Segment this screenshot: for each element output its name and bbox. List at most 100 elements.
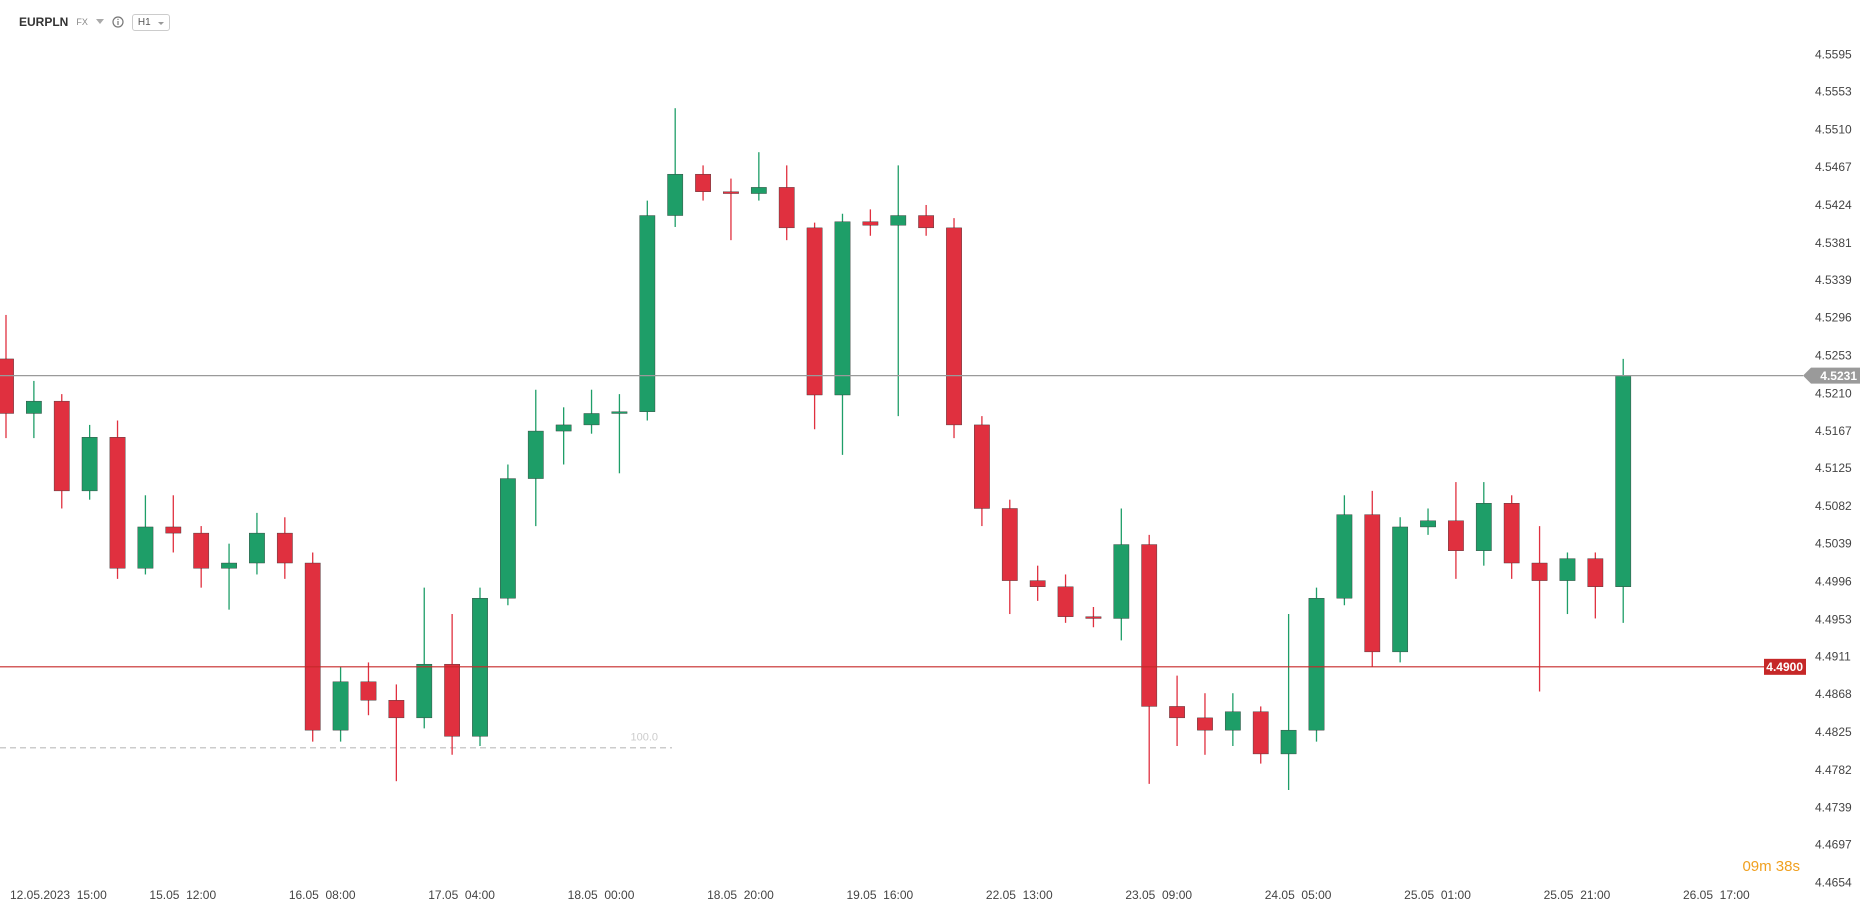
y-tick-label: 4.4825 — [1815, 725, 1852, 739]
y-tick-label: 4.5039 — [1815, 537, 1852, 551]
candle-body — [1615, 375, 1632, 587]
candle-body — [1280, 729, 1297, 755]
x-tick-label: 25.05 01:00 — [1404, 888, 1471, 902]
x-tick-label: 24.05 05:00 — [1265, 888, 1332, 902]
level-label: 100.0 — [630, 732, 658, 744]
candle-body — [611, 411, 628, 414]
candle-body — [249, 532, 265, 564]
candle-body — [1392, 526, 1409, 653]
x-tick-label: 15.05 12:00 — [149, 888, 216, 902]
price-tag-label: 4.5231 — [1820, 369, 1857, 383]
y-tick-label: 4.5424 — [1815, 198, 1852, 212]
candle-body — [1141, 544, 1158, 707]
candle-body — [1503, 503, 1520, 564]
candle-body — [304, 562, 321, 731]
candle-body — [918, 215, 935, 229]
candle-body — [695, 173, 711, 192]
x-tick-label: 18.05 20:00 — [707, 888, 774, 902]
y-tick-label: 4.4868 — [1815, 687, 1852, 701]
y-tick-label: 4.5339 — [1815, 273, 1852, 287]
candle-body — [1169, 706, 1185, 719]
candle-body — [137, 526, 154, 569]
candle-body — [1029, 580, 1046, 587]
candle-body — [1001, 508, 1018, 581]
y-tick-label: 4.5167 — [1815, 424, 1852, 438]
candle-body — [81, 437, 98, 492]
candle-body — [750, 187, 767, 194]
price-tag — [1803, 367, 1860, 384]
candle-body — [0, 358, 14, 414]
candle-body — [1587, 558, 1604, 587]
candle-body — [360, 681, 377, 701]
candle-body — [723, 191, 739, 194]
candle-body — [1531, 562, 1548, 581]
y-tick-label: 4.4697 — [1815, 838, 1852, 852]
candle-body — [276, 532, 293, 564]
candle-body — [1197, 717, 1213, 731]
candle-body — [53, 400, 70, 492]
timeframe-select[interactable]: H1 — [131, 13, 170, 31]
candle-body — [1420, 520, 1436, 528]
candle-body — [1308, 598, 1325, 731]
candle-body — [1364, 514, 1381, 653]
candle-body — [806, 227, 823, 396]
y-tick-label: 4.5553 — [1815, 85, 1852, 99]
candle-body — [862, 221, 879, 226]
candle-body — [639, 215, 656, 412]
candle-body — [890, 215, 907, 226]
y-tick-label: 4.4654 — [1815, 875, 1852, 889]
candle-body — [974, 424, 990, 509]
x-tick-label: 23.05 09:00 — [1125, 888, 1192, 902]
y-tick-label: 4.4911 — [1815, 649, 1851, 663]
candle-body — [527, 430, 544, 479]
y-tick-label: 4.5296 — [1815, 311, 1852, 325]
candle-body — [221, 562, 237, 569]
symbol[interactable]: EURPLN — [19, 15, 69, 29]
candle-body — [388, 700, 405, 719]
y-tick-label: 4.4782 — [1815, 763, 1852, 777]
header: EURPLN FX H1 — [19, 12, 170, 32]
candle-body — [1224, 711, 1241, 731]
y-tick-label: 4.5595 — [1815, 48, 1852, 62]
x-tick-label: 16.05 08:00 — [289, 888, 356, 902]
candle-body — [1057, 586, 1074, 617]
y-tick-label: 4.5082 — [1815, 499, 1852, 513]
y-tick-label: 4.5210 — [1815, 386, 1852, 400]
x-tick-label: 19.05 16:00 — [846, 888, 913, 902]
candle-body — [583, 413, 600, 426]
y-tick-label: 4.5381 — [1815, 236, 1852, 250]
candle-body — [444, 663, 460, 737]
candle-body — [1475, 503, 1492, 551]
candle-body — [193, 532, 210, 569]
y-tick-label: 4.4953 — [1815, 612, 1852, 626]
y-tick-label: 4.5510 — [1815, 122, 1852, 136]
candle-body — [667, 173, 684, 216]
x-tick-label: 22.05 13:00 — [986, 888, 1053, 902]
dropdown-arrow[interactable] — [95, 19, 104, 25]
y-tick-label: 4.5253 — [1815, 348, 1852, 362]
info-icon[interactable] — [112, 16, 124, 28]
candle-body — [1336, 514, 1353, 599]
candle-body — [109, 437, 126, 569]
candle-body — [834, 221, 851, 396]
candle-body — [555, 424, 572, 432]
candle-body — [1085, 616, 1102, 619]
x-tick-label: 17.05 04:00 — [428, 888, 495, 902]
y-tick-label: 4.5467 — [1815, 160, 1852, 174]
candle-body — [26, 400, 42, 414]
countdown: 09m 38s — [1742, 858, 1800, 875]
candle-body — [778, 187, 795, 229]
price-tag — [1764, 658, 1806, 675]
price-tag-label: 4.4900 — [1766, 660, 1803, 674]
y-tick-label: 4.4739 — [1815, 801, 1852, 815]
candle-body — [1113, 544, 1130, 619]
x-tick-label: 12.05.2023 15:00 — [10, 888, 107, 902]
candle-body — [1559, 558, 1576, 581]
candle-body — [946, 227, 962, 426]
candle-body — [416, 663, 433, 719]
x-tick-label: 18.05 00:00 — [568, 888, 635, 902]
y-tick-label: 4.4996 — [1815, 575, 1852, 589]
y-tick-label: 4.5125 — [1815, 461, 1852, 475]
